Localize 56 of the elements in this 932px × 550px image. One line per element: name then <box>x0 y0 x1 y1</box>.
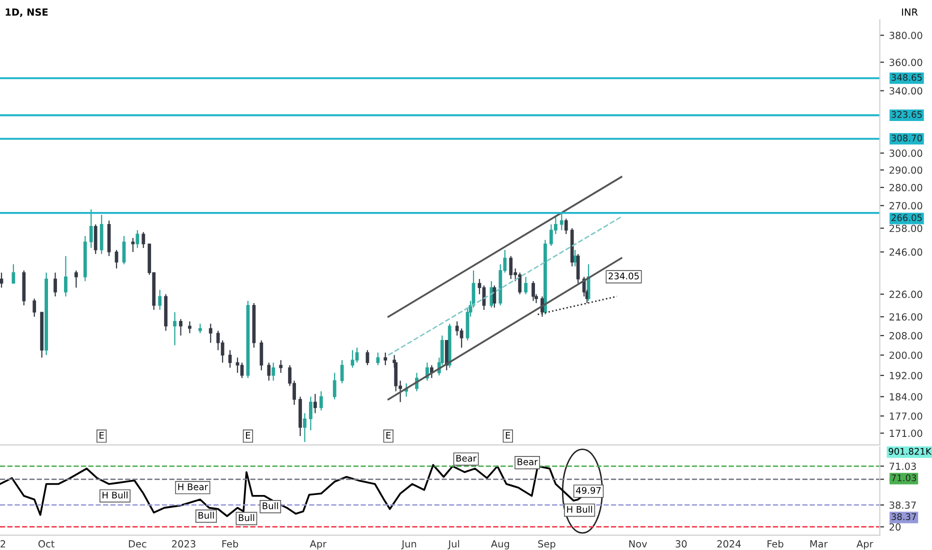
annotation: 234.05 <box>608 272 639 280</box>
annotation: E <box>386 432 391 439</box>
x-tick-label: Nov <box>629 540 648 548</box>
x-tick-label: 2024 <box>717 540 741 548</box>
x-tick-label: 30 <box>676 540 687 548</box>
chart-title: 1D, NSE <box>6 8 48 18</box>
annotation: H Bear <box>178 483 208 490</box>
x-tick-label: 2 <box>0 540 6 548</box>
annotation: Bull <box>238 514 254 522</box>
ref-line-label: 266.05 <box>892 214 922 222</box>
x-tick-label: Apr <box>856 540 874 550</box>
y-axis-title: INR <box>902 8 918 16</box>
y-tick-label: 171.00 <box>890 430 922 437</box>
x-tick-label: Dec <box>128 540 146 548</box>
x-tick-label: Feb <box>768 540 784 548</box>
x-tick-label: Jun <box>401 540 416 550</box>
y-tick-label: 38.37 <box>890 501 916 509</box>
annotation: Bear <box>456 454 477 462</box>
y-tick-label: 20 <box>890 523 901 531</box>
y-tick-label: 226.00 <box>890 290 922 298</box>
x-tick-label: 2023 <box>172 540 196 548</box>
y-tick-label: 280.00 <box>890 184 922 192</box>
y-tick-label: 360.00 <box>890 58 922 66</box>
y-tick-label: 340.00 <box>890 87 922 95</box>
x-tick-label: Feb <box>222 540 238 548</box>
ref-line-label: 308.70 <box>892 134 922 142</box>
annotation: E <box>506 432 510 439</box>
x-tick-label: Oct <box>38 540 54 548</box>
x-tick-label: Aug <box>490 540 510 550</box>
y-tick-label: 246.00 <box>890 248 922 256</box>
annotation: Bull <box>198 512 214 519</box>
y-tick-label: 290.00 <box>890 166 922 174</box>
y-tick-label: 177.00 <box>890 412 922 420</box>
ref-line-label: 348.65 <box>892 74 922 81</box>
x-tick-label: Apr <box>310 540 327 550</box>
y-tick-label: 270.00 <box>890 202 922 210</box>
y-tick-label: 380.00 <box>890 32 922 40</box>
y-tick-label: 208.00 <box>890 332 922 340</box>
text: 901.821K <box>888 448 932 455</box>
annotation: H Bull <box>102 492 128 499</box>
y-tick-label: 184.00 <box>890 393 922 400</box>
y-tick-label: 192.00 <box>890 372 922 380</box>
y-tick-label: 71.03 <box>890 462 916 470</box>
y-tick-label: 216.00 <box>890 313 922 321</box>
x-tick-label: Jul <box>448 540 460 550</box>
annotation: Bear <box>518 458 538 466</box>
ref-line-label: 323.65 <box>892 111 922 118</box>
y-tick-label: 258.00 <box>890 224 922 232</box>
y-tick-label: 200.00 <box>890 352 922 359</box>
annotation: Bull <box>262 502 278 510</box>
annotation: E <box>100 432 104 439</box>
x-tick-label: Sep <box>538 540 556 550</box>
annotation: E <box>246 432 250 439</box>
x-tick-label: Mar <box>810 540 828 548</box>
y-tick-label: 300.00 <box>890 150 922 157</box>
annotation: H Bull <box>567 506 592 513</box>
